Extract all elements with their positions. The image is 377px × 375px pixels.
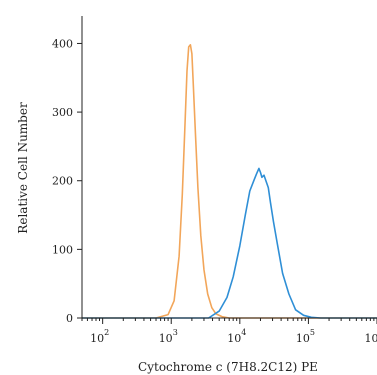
y-tick-label: 300 [52, 106, 73, 119]
y-ticks: 0 100 200 300 400 [52, 37, 82, 325]
x-tick-label: 102 [90, 328, 109, 345]
y-axis-label: Relative Cell Number [16, 102, 30, 234]
y-tick-label: 0 [66, 312, 73, 325]
x-tick-label: 105 [296, 328, 315, 345]
y-tick-label: 100 [52, 243, 73, 256]
axes [81, 16, 377, 319]
x-axis-label: Cytochrome c (7H8.2C12) PE [138, 360, 318, 374]
x-tick-label: 106 [364, 328, 377, 345]
x-tick-label: 104 [227, 328, 246, 345]
x-tick-label: 103 [159, 328, 178, 345]
y-tick-label: 200 [52, 175, 73, 188]
y-tick-label: 400 [52, 37, 73, 50]
x-ticks: 102 103 104 105 106 [81, 318, 377, 345]
plot-series [82, 43, 377, 319]
series-line-1 [82, 43, 377, 319]
series-line-2 [82, 167, 377, 319]
